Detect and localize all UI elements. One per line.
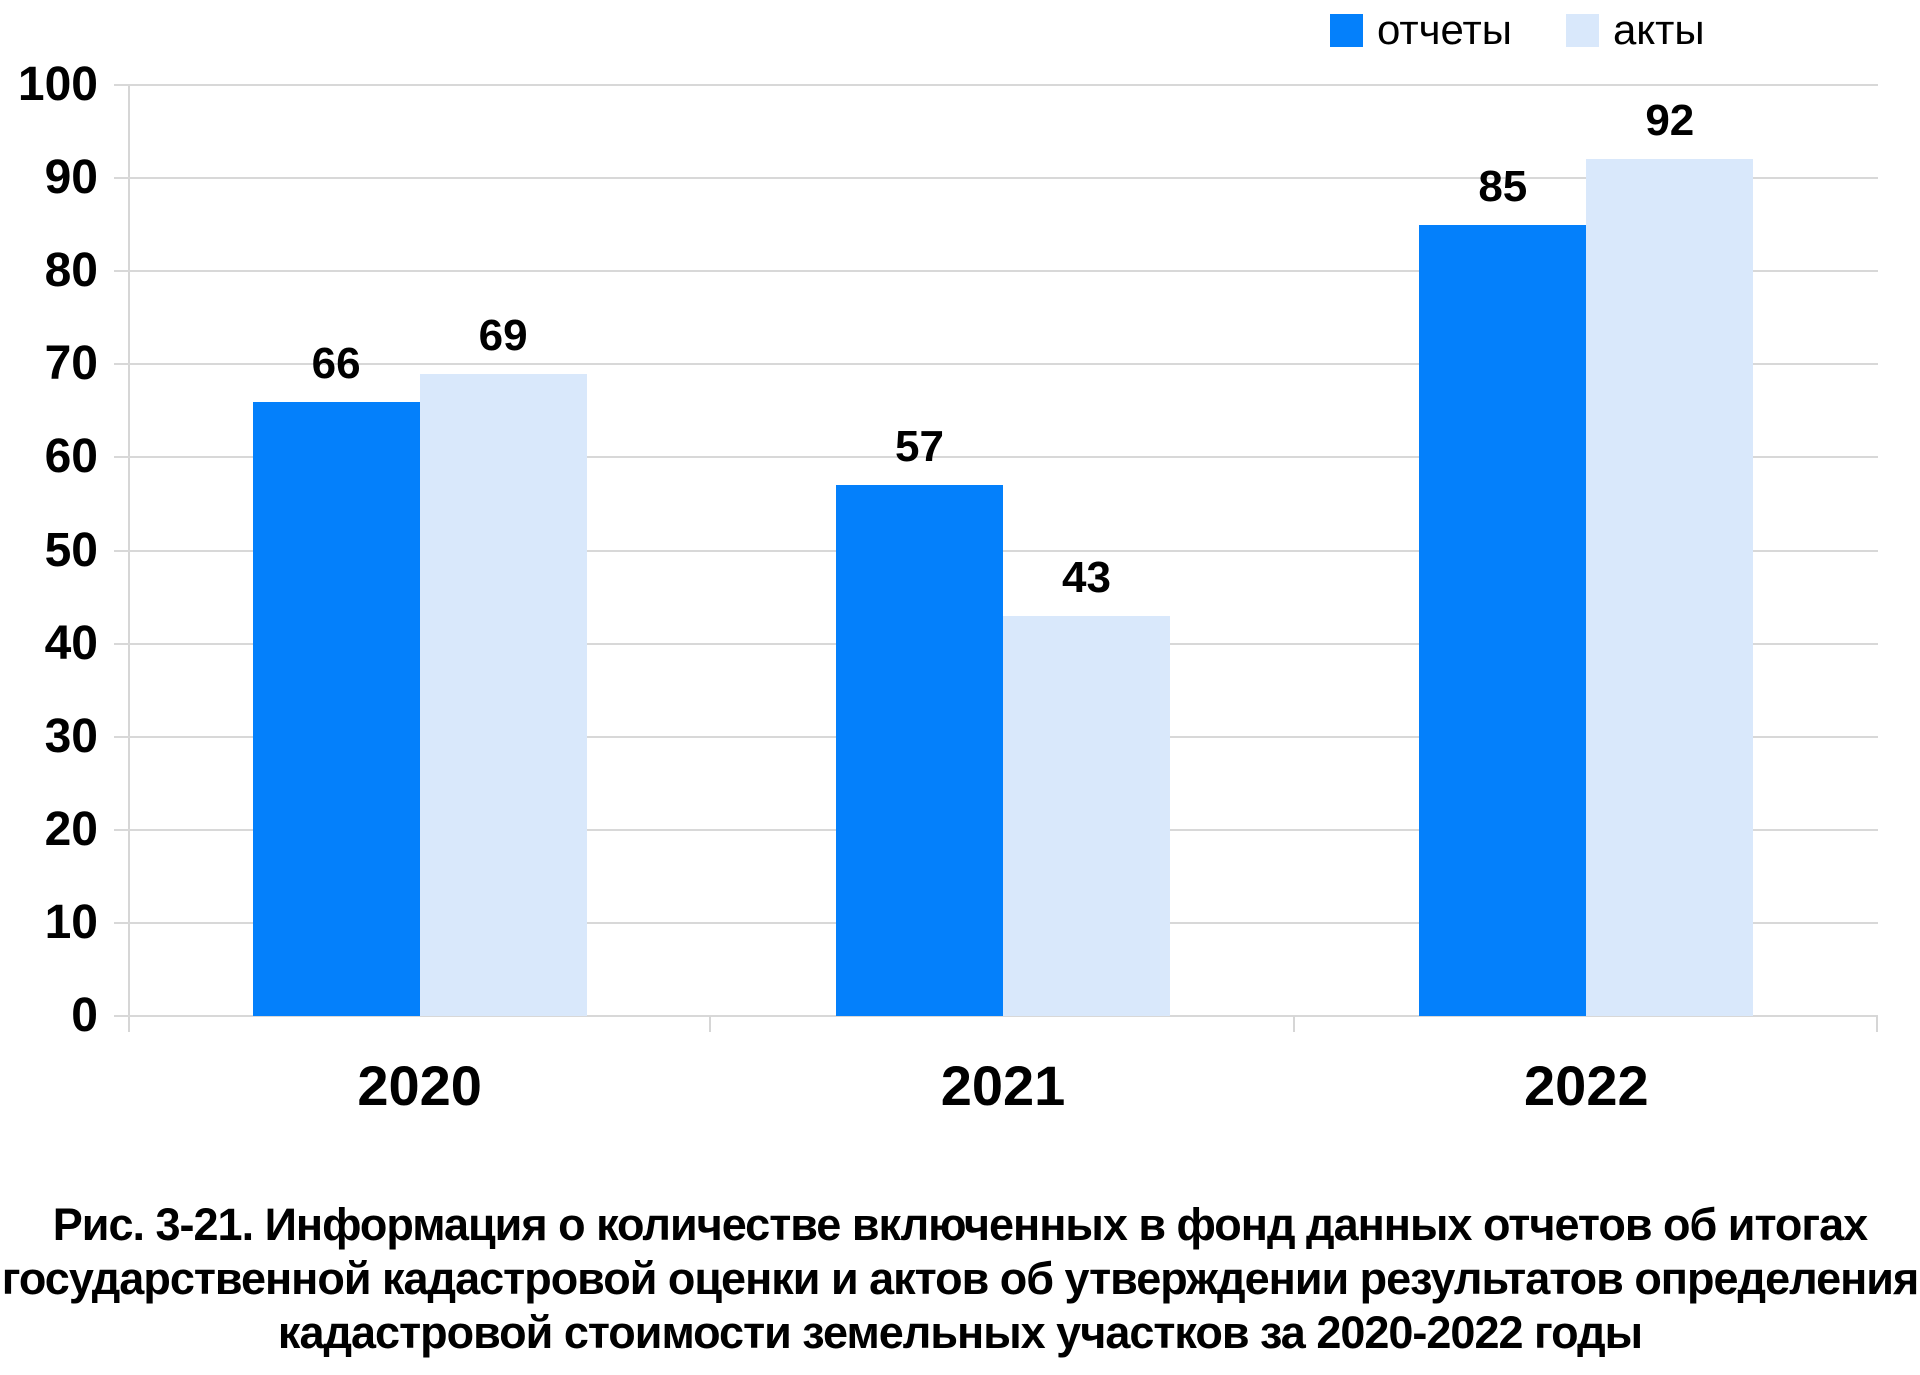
gridline-0 (114, 1015, 1878, 1017)
y-tick-label-100: 100 (17, 58, 98, 111)
bar-value-label-отчеты-2021: 57 (895, 422, 944, 472)
caption-line-2: государственной кадастровой оценки и акт… (1, 1253, 1919, 1304)
bar-group-2021: 57 43 (711, 85, 1294, 1016)
legend-swatch-akty-icon (1565, 13, 1599, 47)
y-axis-labels: 0 10 20 30 40 50 60 70 80 90 100 (0, 61, 98, 1040)
bar-отчеты-2021: 57 (835, 425, 1003, 1016)
plot-area: 2020 66 69 2021 57 43 2022 85 92 (114, 84, 1878, 1114)
y-tick-label-80: 80 (44, 244, 98, 298)
x-axis-label-2020: 2020 (357, 1054, 482, 1117)
y-tick-label-30: 30 (44, 709, 98, 763)
gridline-60 (114, 456, 1878, 459)
legend-label-otchety: отчеты (1377, 6, 1512, 53)
y-tick-label-10: 10 (44, 895, 98, 949)
bar-акты-2022: 92 (1586, 99, 1754, 1016)
chart-legend: отчеты акты (1330, 6, 1705, 54)
legend-swatch-otchety-icon (1330, 13, 1363, 47)
y-tick-label-0: 0 (71, 989, 98, 1042)
x-axis-tick-3 (1876, 1016, 1878, 1032)
figure-caption: Рис. 3-21. Информация о количестве включ… (0, 1198, 1920, 1360)
bar-отчеты-2020: 66 (252, 341, 420, 1016)
bar-group-2020: 66 69 (128, 85, 711, 1016)
gridline-80 (114, 270, 1878, 273)
x-axis-label-2022: 2022 (1524, 1054, 1649, 1117)
legend-item-akty: акты (1565, 6, 1705, 54)
bar-value-label-акты-2021: 43 (1062, 552, 1111, 602)
y-tick-label-60: 60 (44, 430, 98, 484)
bar-акты-2021: 43 (1002, 555, 1170, 1016)
bar-value-label-акты-2020: 69 (478, 310, 528, 360)
bar-value-label-акты-2022: 92 (1645, 96, 1695, 146)
gridline-90 (114, 177, 1878, 180)
x-axis-label-2021: 2021 (940, 1054, 1066, 1117)
y-tick-label-90: 90 (44, 151, 98, 205)
y-tick-label-70: 70 (44, 337, 98, 391)
y-tick-label-20: 20 (44, 802, 98, 856)
caption-line-1: Рис. 3-21. Информация о количестве включ… (52, 1199, 1868, 1250)
y-tick-label-40: 40 (44, 616, 98, 670)
caption-line-3: кадастровой стоимости земельных участков… (277, 1307, 1643, 1358)
legend-item-otchety: отчеты (1330, 6, 1512, 54)
gridline-100 (114, 84, 1878, 86)
bar-group-2022: 85 92 (1295, 85, 1878, 1016)
gridline-70 (114, 363, 1878, 366)
bar-отчеты-2022: 85 (1419, 164, 1587, 1016)
bar-value-label-отчеты-2020: 66 (311, 338, 361, 388)
bar-value-label-отчеты-2022: 85 (1478, 161, 1528, 211)
legend-label-akty: акты (1612, 6, 1705, 53)
x-axis-tick-1 (709, 1016, 712, 1032)
bar-акты-2020: 69 (419, 313, 587, 1016)
x-axis-tick-2 (1292, 1016, 1295, 1032)
y-tick-label-50: 50 (44, 523, 98, 577)
